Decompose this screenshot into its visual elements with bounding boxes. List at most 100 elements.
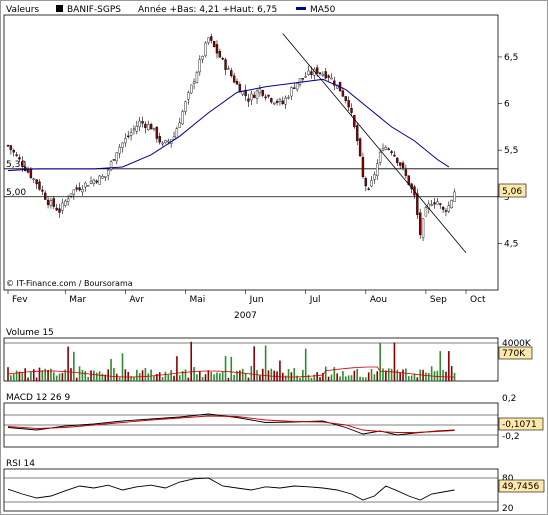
volume-bar (416, 377, 419, 381)
volume-bar (270, 368, 273, 381)
volume-bar (47, 369, 49, 381)
candle-body (347, 100, 350, 108)
x-axis-tick-label: Jul (309, 295, 321, 305)
volume-bar (18, 371, 21, 381)
candle-body (273, 102, 276, 105)
volume-bar (184, 369, 187, 381)
ma50-label: MA50 (310, 5, 336, 15)
candle-body (112, 159, 116, 161)
volume-bar (190, 341, 192, 381)
rsi-y-tick-80: 80 (502, 474, 514, 484)
volume-bar (342, 371, 344, 381)
candle-body (290, 87, 293, 97)
volume-bar (250, 366, 253, 381)
volume-bar (439, 351, 442, 381)
volume-bar (310, 377, 313, 381)
volume-title: Volume 15 (6, 328, 54, 338)
candle-body (89, 180, 93, 184)
candle-body (167, 140, 170, 143)
rsi-current-value: 49,7456 (502, 482, 539, 492)
volume-bar (113, 367, 115, 381)
volume-bar (75, 377, 78, 381)
volume-bar (407, 376, 410, 381)
volume-bar (67, 346, 69, 381)
price-y-ticks: 4,5 5 5,5 6 6,5 (504, 53, 518, 249)
candle-body (204, 42, 207, 56)
volume-bar (350, 375, 353, 381)
candle-body (9, 145, 13, 150)
candle-body (295, 83, 299, 90)
volume-panel: Volume 15 4000K 770K (3, 328, 533, 382)
candle-body (64, 200, 67, 206)
candle-body (270, 98, 273, 103)
volume-bar (12, 374, 15, 381)
volume-bar (247, 377, 250, 381)
volume-bar (170, 370, 172, 381)
price-y-tick-label: 6,5 (504, 53, 518, 63)
volume-bar (78, 366, 81, 381)
candle-body (218, 50, 222, 58)
volume-bar (196, 374, 198, 381)
volume-bar (98, 371, 101, 381)
candle-body (378, 152, 382, 163)
candle-body (244, 89, 247, 97)
candle-body (23, 166, 27, 171)
candle-body (281, 100, 284, 105)
volume-bar (153, 375, 155, 381)
price-y-tick-label: 5 (504, 193, 510, 203)
candle-body (252, 94, 256, 99)
candle-body (350, 107, 353, 113)
volume-bar (10, 375, 12, 381)
volume-bar (158, 372, 161, 381)
candle-body (84, 182, 87, 188)
volume-bar (327, 376, 330, 381)
candle-body (75, 187, 78, 190)
candle-body (235, 81, 239, 85)
volume-bar (336, 373, 338, 381)
volume-bar (201, 376, 204, 381)
volume-bar (224, 356, 227, 381)
candle-body (238, 84, 242, 93)
volume-bar (319, 377, 321, 381)
volume-bar (118, 377, 121, 381)
candle-body (358, 138, 362, 157)
candle-body (124, 138, 127, 144)
volume-bar (239, 370, 241, 381)
valeurs-label: Valeurs (6, 5, 39, 15)
candle-body (396, 157, 399, 163)
volume-bar (221, 371, 224, 381)
volume-bar (93, 370, 95, 381)
trendline (282, 33, 467, 253)
candle-body (132, 128, 136, 131)
candle-body (287, 96, 290, 99)
volume-bar (273, 370, 276, 381)
volume-bar (390, 368, 393, 381)
candle-body (264, 96, 267, 99)
price-candles (6, 33, 456, 242)
candle-body (66, 198, 70, 202)
candle-body (224, 59, 227, 70)
volume-bar (236, 370, 238, 381)
volume-bar (241, 368, 244, 381)
volume-bar (32, 369, 35, 381)
candle-body (207, 37, 210, 43)
volume-bar (127, 371, 130, 381)
macd-y-tick-lower: -0,2 (502, 432, 520, 442)
candle-body (384, 147, 388, 150)
candle-body (198, 59, 201, 73)
volume-bar (316, 372, 318, 381)
volume-bar (50, 368, 52, 381)
volume-bar (213, 374, 215, 381)
volume-bar (442, 370, 444, 381)
candle-body (310, 71, 313, 75)
candle-body (341, 90, 345, 97)
candle-body (421, 218, 425, 238)
volume-bar (95, 372, 98, 381)
candle-body (106, 169, 110, 176)
candle-body (321, 73, 325, 76)
candle-body (189, 84, 193, 94)
candle-body (453, 191, 456, 202)
volume-bar (365, 377, 367, 381)
candle-body (121, 142, 124, 148)
volume-bar (436, 370, 439, 381)
